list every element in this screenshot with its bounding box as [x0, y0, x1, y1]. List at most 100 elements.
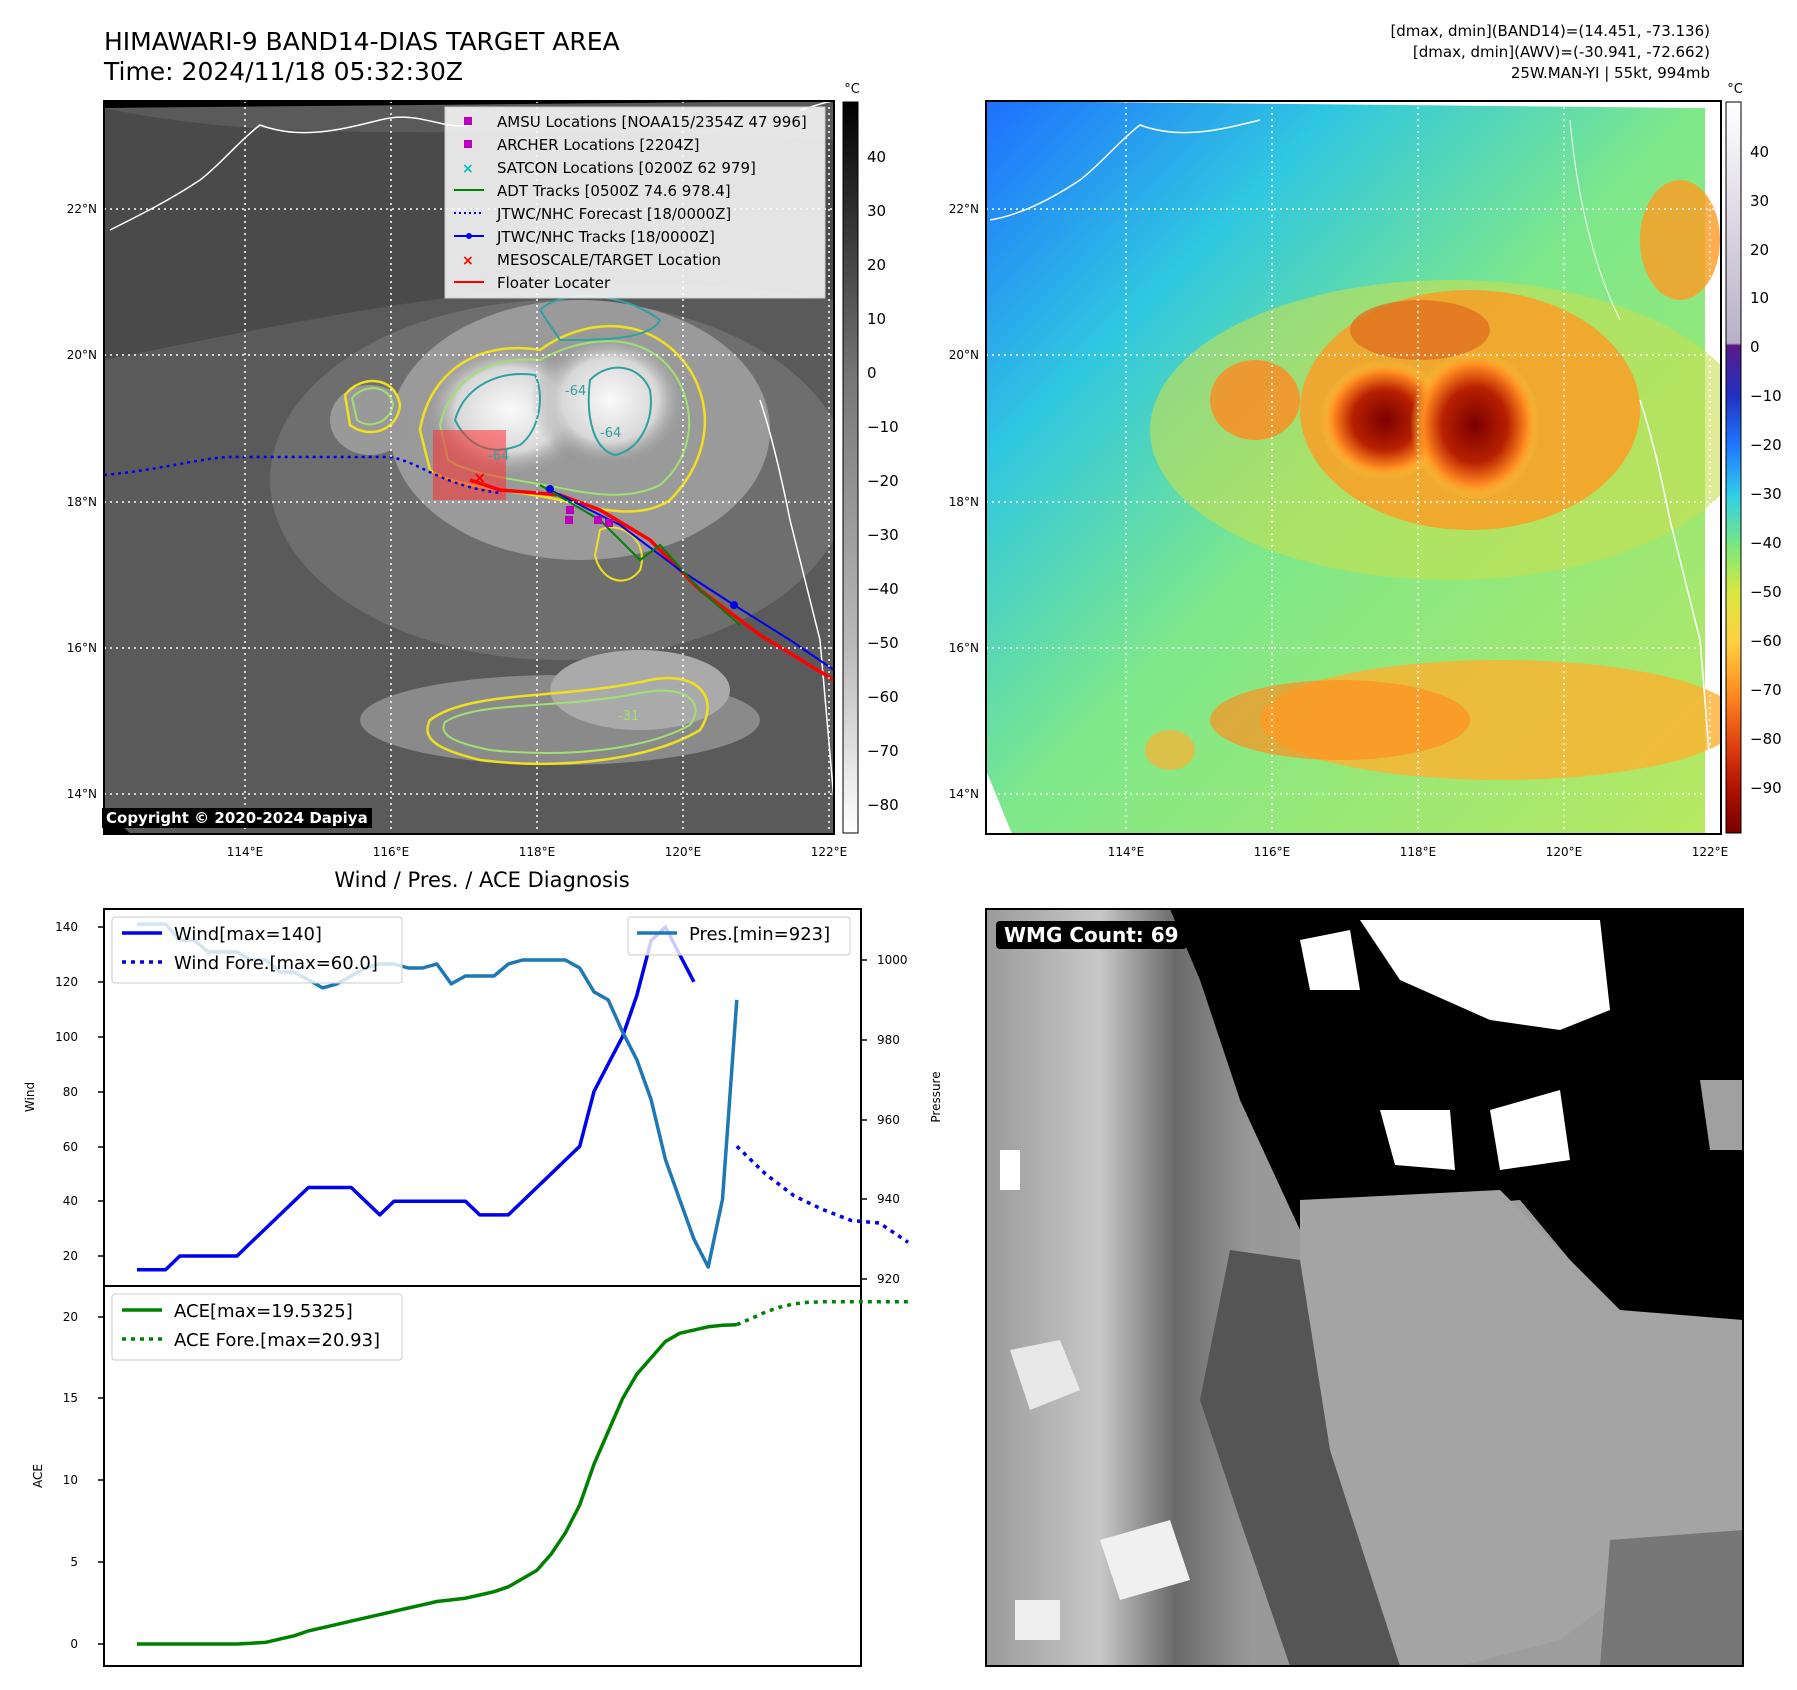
- legend-label: MESOSCALE/TARGET Location: [497, 251, 721, 269]
- cbar-tick: −40: [1750, 534, 1782, 552]
- wind-tick: 80: [63, 1085, 78, 1099]
- info-line1: [dmax, dmin](BAND14)=(14.451, -73.136): [1390, 22, 1710, 40]
- lon-label: 114°E: [227, 845, 264, 859]
- legend-label: AMSU Locations [NOAA15/2354Z 47 996]: [497, 113, 807, 131]
- legend-wind-fore-label: Wind Fore.[max=60.0]: [174, 953, 378, 974]
- cbar-tick: 30: [1750, 192, 1769, 210]
- pressure-tick: 980: [877, 1033, 900, 1047]
- mesoscale-marker: ×: [473, 468, 486, 487]
- wmg-imagery: [986, 909, 1743, 1666]
- cbar-tick: −20: [1750, 436, 1782, 454]
- pressure-tick: 960: [877, 1113, 900, 1127]
- lat-label: 16°N: [67, 641, 97, 655]
- ace-tick: 15: [63, 1391, 78, 1405]
- lon-label: 118°E: [519, 845, 556, 859]
- lat-label: 18°N: [67, 495, 97, 509]
- legend-label: SATCON Locations [0200Z 62 979]: [497, 159, 756, 177]
- ace-tick: 5: [70, 1555, 78, 1569]
- ir-lon-labels: 114°E 116°E 118°E 120°E 122°E: [227, 845, 848, 859]
- legend-pres-label: Pres.[min=923]: [689, 924, 830, 945]
- wind-forecast-line: [735, 1145, 910, 1244]
- awv-lat-labels: 22°N 20°N 18°N 16°N 14°N: [949, 202, 979, 801]
- cbar-tick: −60: [1750, 632, 1782, 650]
- cbar-tick: 40: [867, 148, 886, 166]
- legend-label: JTWC/NHC Tracks [18/0000Z]: [496, 228, 715, 246]
- legend-wind-label: Wind[max=140]: [174, 924, 322, 945]
- cbar-tick: 40: [1750, 143, 1769, 161]
- cbar-tick: −80: [1750, 730, 1782, 748]
- cbar-tick: 0: [1750, 338, 1760, 356]
- legend-label: JTWC/NHC Forecast [18/0000Z]: [496, 205, 731, 223]
- legend-label: ADT Tracks [0500Z 74.6 978.4]: [497, 182, 731, 200]
- cbar-tick: −30: [867, 526, 899, 544]
- cbar-tick: 30: [867, 202, 886, 220]
- cbar-tick: −50: [1750, 583, 1782, 601]
- lon-label: 120°E: [1546, 845, 1583, 859]
- cbar-tick: −20: [867, 472, 899, 490]
- ace-series-layer: [137, 1300, 909, 1646]
- cbar-tick: −40: [867, 580, 899, 598]
- awv-colorbar-ticks: 40 30 20 10 0 −10 −20 −30 −40 −50 −60 −7…: [1750, 143, 1782, 797]
- lat-label: 14°N: [67, 787, 97, 801]
- wind-tick: 100: [55, 1030, 78, 1044]
- lat-label: 16°N: [949, 641, 979, 655]
- info-line3: 25W.MAN-YI | 55kt, 994mb: [1510, 64, 1710, 82]
- legend-mesoscale-marker: ×: [462, 253, 474, 269]
- ir-frame: [103, 100, 835, 835]
- lon-label: 122°E: [1692, 845, 1729, 859]
- ace-tick-marks: [98, 1316, 104, 1645]
- contour-label: -64: [565, 384, 586, 399]
- wind-left-ticks: 140 120 100 80 60 40 20: [55, 920, 78, 1263]
- cbar-tick: 20: [867, 256, 886, 274]
- cbar-tick: −70: [867, 742, 899, 760]
- awv-frame: [985, 100, 1722, 835]
- info-line2: [dmax, dmin](AWV)=(-30.941, -72.662): [1412, 43, 1710, 61]
- cbar-tick: −60: [867, 688, 899, 706]
- ir-colorbar-unit: °C: [844, 82, 860, 97]
- lat-label: 20°N: [949, 348, 979, 362]
- awv-imagery: [986, 101, 1721, 834]
- awv-gridlines: [986, 101, 1721, 834]
- lon-label: 118°E: [1400, 845, 1437, 859]
- lat-label: 22°N: [949, 202, 979, 216]
- contour-label: -64: [488, 449, 509, 464]
- ir-colorbar-ticks: 40 30 20 10 0 −10 −20 −30 −40 −50 −60 −7…: [867, 148, 899, 814]
- cbar-tick: −30: [1750, 485, 1782, 503]
- legend-amsu-marker: [464, 117, 472, 125]
- pressure-tick: 920: [877, 1272, 900, 1286]
- lon-label: 116°E: [1254, 845, 1291, 859]
- lon-label: 120°E: [665, 845, 702, 859]
- wind-tick: 60: [63, 1140, 78, 1154]
- cbar-tick: 10: [1750, 289, 1769, 307]
- pressure-legend: Pres.[min=923]: [627, 916, 851, 956]
- cbar-tick: −70: [1750, 681, 1782, 699]
- ace-tick: 0: [70, 1637, 78, 1651]
- legend-archer-marker: [464, 140, 472, 148]
- legend-ace-label: ACE[max=19.5325]: [174, 1301, 353, 1322]
- ace-ticks: 20 15 10 5 0: [63, 1310, 78, 1651]
- wind-legend: Wind[max=140] Wind Fore.[max=60.0]: [111, 916, 403, 984]
- pressure-axis-label: Pressure: [929, 1071, 943, 1122]
- wind-left-tick-marks: [98, 926, 104, 1257]
- wind-line: [137, 925, 696, 1272]
- cbar-tick: 20: [1750, 241, 1769, 259]
- pressure-right-ticks: 1000 980 960 940 920: [877, 953, 908, 1286]
- cbar-tick: −90: [1750, 779, 1782, 797]
- ace-legend: ACE[max=19.5325] ACE Fore.[max=20.93]: [111, 1293, 403, 1361]
- title-line2: Time: 2024/11/18 05:32:30Z: [104, 57, 463, 86]
- diagnosis-title: Wind / Pres. / ACE Diagnosis: [334, 868, 629, 892]
- legend-satcon-marker: ×: [462, 161, 474, 177]
- wmg-count-badge: WMG Count: 69: [996, 921, 1187, 949]
- wind-tick: 120: [55, 975, 78, 989]
- lat-label: 18°N: [949, 495, 979, 509]
- wind-tick: 40: [63, 1194, 78, 1208]
- ace-axis-label: ACE: [31, 1464, 45, 1488]
- awv-lon-labels: 114°E 116°E 118°E 120°E 122°E: [1108, 845, 1729, 859]
- lat-label: 22°N: [67, 202, 97, 216]
- ace-line: [137, 1322, 737, 1646]
- pressure-tick: 940: [877, 1192, 900, 1206]
- lon-label: 114°E: [1108, 845, 1145, 859]
- lon-label: 122°E: [811, 845, 848, 859]
- ir-legend: × × AMSU Locations [NOAA15/2354Z 47 996]…: [444, 106, 826, 299]
